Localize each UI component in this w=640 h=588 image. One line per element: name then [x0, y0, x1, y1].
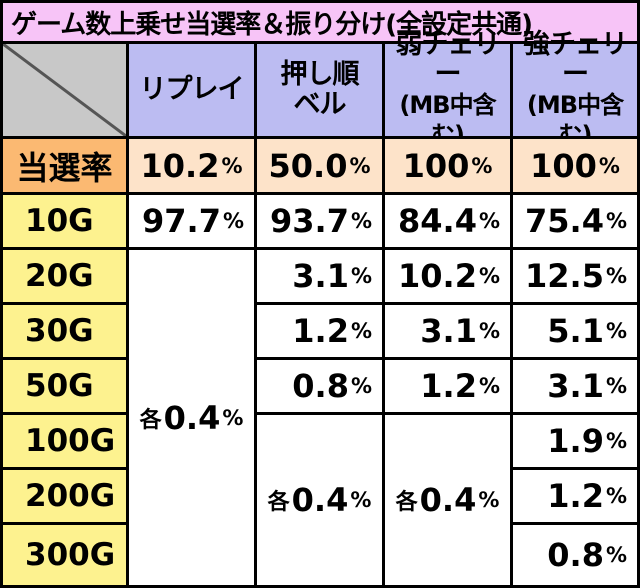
value-20g-bell: 3.1% [257, 250, 382, 302]
table-title: ゲーム数上乗せ当選率＆振り分け(全設定共通) [3, 3, 637, 41]
corner-cell [3, 44, 126, 136]
row-header-30g: 30G [3, 305, 126, 357]
value-30g-weak-cherry: 3.1% [385, 305, 510, 357]
column-header-line1: 押し順 [280, 59, 360, 90]
value-weak-cherry-each-merged: 各 0.4% [385, 415, 510, 585]
value-replay-each-merged: 各 0.4% [129, 250, 254, 585]
value-10g-strong-cherry: 75.4% [513, 195, 637, 247]
row-header-win-rate: 当選率 [3, 139, 126, 192]
row-header-200g: 200G [3, 470, 126, 522]
column-header-line1: 弱チェリー [395, 29, 501, 90]
value-10g-replay: 97.7% [129, 195, 254, 247]
value-50g-strong-cherry: 3.1% [513, 360, 637, 412]
column-header-replay: リプレイ [129, 44, 254, 136]
value-10g-bell: 93.7% [257, 195, 382, 247]
column-header-line1: 強チェリー [523, 29, 628, 90]
diagonal-line-icon [3, 44, 126, 136]
win-rate-replay: 10.2% [129, 139, 254, 192]
value-300g-strong-cherry: 0.8% [513, 525, 637, 585]
value-30g-strong-cherry: 5.1% [513, 305, 637, 357]
column-header-weak-cherry: 弱チェリー (MB中含む) [385, 30, 510, 149]
win-rate-bell: 50.0% [257, 139, 382, 192]
value-50g-bell: 0.8% [257, 360, 382, 412]
win-rate-weak-cherry: 100% [385, 139, 510, 192]
value-10g-weak-cherry: 84.4% [385, 195, 510, 247]
row-header-100g: 100G [3, 415, 126, 467]
value-20g-strong-cherry: 12.5% [513, 250, 637, 302]
value-20g-weak-cherry: 10.2% [385, 250, 510, 302]
column-header-line2: (MB中含む) [526, 91, 624, 149]
value-bell-each-merged: 各 0.4% [257, 415, 382, 585]
row-header-300g: 300G [3, 525, 126, 585]
value-30g-bell: 1.2% [257, 305, 382, 357]
column-header-strong-cherry: 強チェリー (MB中含む) [513, 30, 637, 149]
value-200g-strong-cherry: 1.2% [513, 470, 637, 522]
win-rate-strong-cherry: 100% [513, 139, 637, 192]
column-header-line2: ベル [293, 89, 347, 120]
row-header-50g: 50G [3, 360, 126, 412]
column-header-line1: リプレイ [139, 74, 245, 105]
value-100g-strong-cherry: 1.9% [513, 415, 637, 467]
column-header-bell: 押し順 ベル [257, 44, 382, 136]
row-header-20g: 20G [3, 250, 126, 302]
value-50g-weak-cherry: 1.2% [385, 360, 510, 412]
row-header-10g: 10G [3, 195, 126, 247]
